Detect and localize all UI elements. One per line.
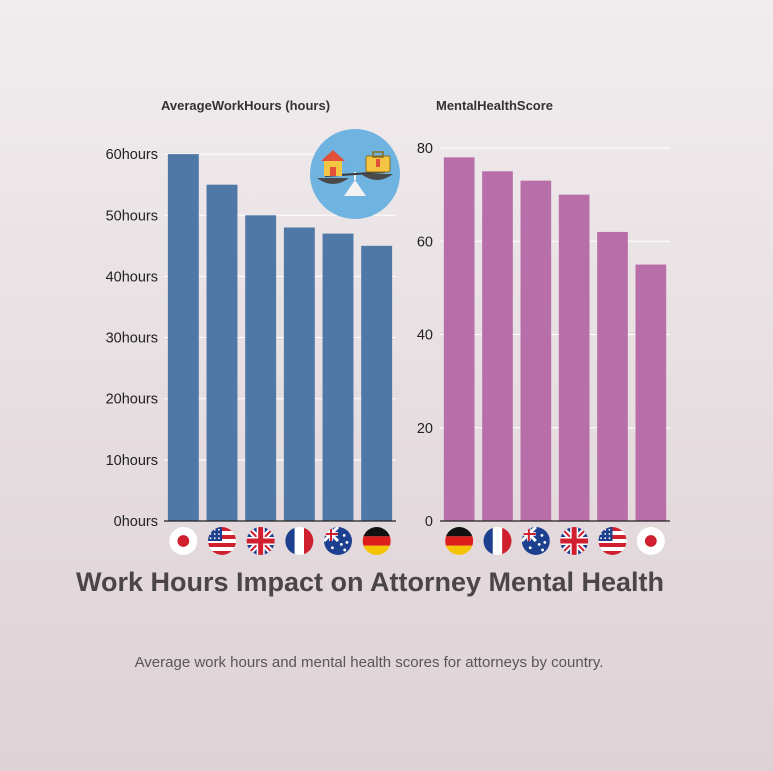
- japan-flag-icon: [636, 527, 665, 555]
- bar: [635, 264, 667, 521]
- chart-subtitle: Average work hours and mental health sco…: [134, 654, 604, 671]
- chart-title: MentalHealthScore: [436, 98, 553, 113]
- y-tick-label: 30hours: [106, 331, 158, 347]
- y-tick-label: 0: [425, 514, 433, 530]
- bar: [283, 227, 315, 521]
- y-tick-label: 40: [417, 328, 433, 344]
- y-tick-label: 10hours: [106, 453, 158, 469]
- bar: [361, 245, 393, 521]
- work-life-balance-scale-icon: [310, 129, 400, 219]
- usa-flag-icon: [208, 527, 236, 555]
- bar: [206, 184, 238, 521]
- y-tick-label: 60hours: [106, 147, 158, 163]
- germany-flag-icon: [445, 527, 474, 555]
- australia-flag-icon: [324, 527, 352, 555]
- france-flag-icon: [285, 527, 314, 555]
- y-tick-label: 20: [417, 421, 433, 437]
- y-tick-label: 0hours: [114, 514, 158, 530]
- y-tick-label: 50hours: [106, 208, 158, 224]
- bar: [482, 171, 513, 521]
- bar: [558, 194, 590, 521]
- bar: [167, 154, 199, 522]
- japan-flag-icon: [169, 527, 198, 555]
- france-flag-icon: [483, 527, 512, 555]
- uk-flag-icon: [560, 527, 589, 555]
- chart-main-title: Work Hours Impact on Attorney Mental Hea…: [75, 567, 665, 597]
- y-tick-label: 40hours: [106, 269, 158, 285]
- bar: [443, 157, 475, 521]
- hours-chart-panel: AverageWorkHours (hours) 0hours 10hours 20h…: [106, 98, 396, 555]
- australia-flag-icon: [521, 527, 550, 555]
- bar: [597, 231, 628, 522]
- y-tick-label: 20hours: [106, 392, 158, 408]
- germany-flag-icon: [362, 527, 391, 555]
- chart-title: AverageWorkHours (hours): [161, 98, 330, 113]
- health-chart-panel: MentalHealthScore 0 20 40 60 80: [417, 98, 670, 555]
- bar: [322, 233, 354, 521]
- bar: [520, 180, 552, 521]
- y-tick-label: 80: [417, 141, 433, 157]
- uk-flag-icon: [246, 527, 275, 555]
- usa-flag-icon: [598, 527, 627, 555]
- y-tick-label: 60: [417, 234, 433, 250]
- bar: [245, 215, 277, 521]
